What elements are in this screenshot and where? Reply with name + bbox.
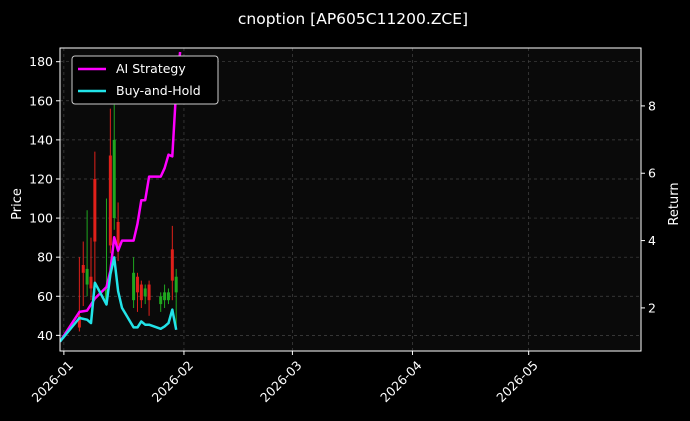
candle-body: [174, 276, 178, 293]
candle-body: [108, 155, 112, 246]
candle-body: [77, 315, 81, 328]
candle-body: [147, 284, 151, 301]
right-tick-label: 6: [648, 166, 656, 181]
candle-body: [166, 292, 170, 301]
candle-body: [93, 178, 97, 242]
left-tick-label: 120: [29, 171, 53, 186]
candle-body: [132, 272, 136, 301]
chart-title: cnoption [AP605C11200.ZCE]: [238, 10, 468, 28]
legend-box: [71, 55, 219, 105]
legend-label-buy-and-hold: Buy-and-Hold: [116, 83, 201, 98]
right-tick-label: 8: [648, 98, 656, 113]
left-tick-label: 40: [37, 328, 53, 343]
left-tick-label: 100: [29, 211, 53, 226]
left-tick-label: 160: [29, 93, 53, 108]
right-tick-label: 2: [648, 300, 656, 315]
candle-body: [89, 276, 93, 289]
candle-body: [81, 264, 85, 273]
left-tick-label: 80: [37, 250, 53, 265]
candle-body: [116, 221, 120, 246]
right-axis-title: Return: [667, 182, 682, 225]
candle-body: [112, 139, 116, 219]
series-line-buy-and-hold: [60, 256, 178, 343]
left-tick-label: 60: [37, 289, 53, 304]
candle-body: [104, 288, 108, 301]
left-tick-label: 140: [29, 132, 53, 147]
legend-label-ai-strategy: AI Strategy: [116, 61, 186, 76]
left-y-axis: 40 60 80 100 120 140 160 180: [29, 54, 60, 343]
candle-body: [135, 276, 139, 293]
return-series: [60, 51, 182, 343]
legend: AI Strategy Buy-and-Hold: [71, 55, 219, 105]
candle-body: [139, 284, 143, 301]
series-line-ai-strategy: [60, 51, 182, 343]
candle-body: [170, 249, 174, 281]
candle-body: [143, 288, 147, 297]
candle-body: [85, 268, 89, 285]
right-y-axis: 2 4 6 8: [641, 98, 656, 315]
plot-frame: [59, 47, 642, 352]
right-tick-label: 4: [648, 233, 656, 248]
candle-body: [163, 292, 167, 301]
candlesticks: [77, 104, 178, 332]
left-axis-title: Price: [10, 188, 25, 220]
candle-body: [159, 296, 163, 305]
left-tick-label: 180: [29, 54, 53, 69]
